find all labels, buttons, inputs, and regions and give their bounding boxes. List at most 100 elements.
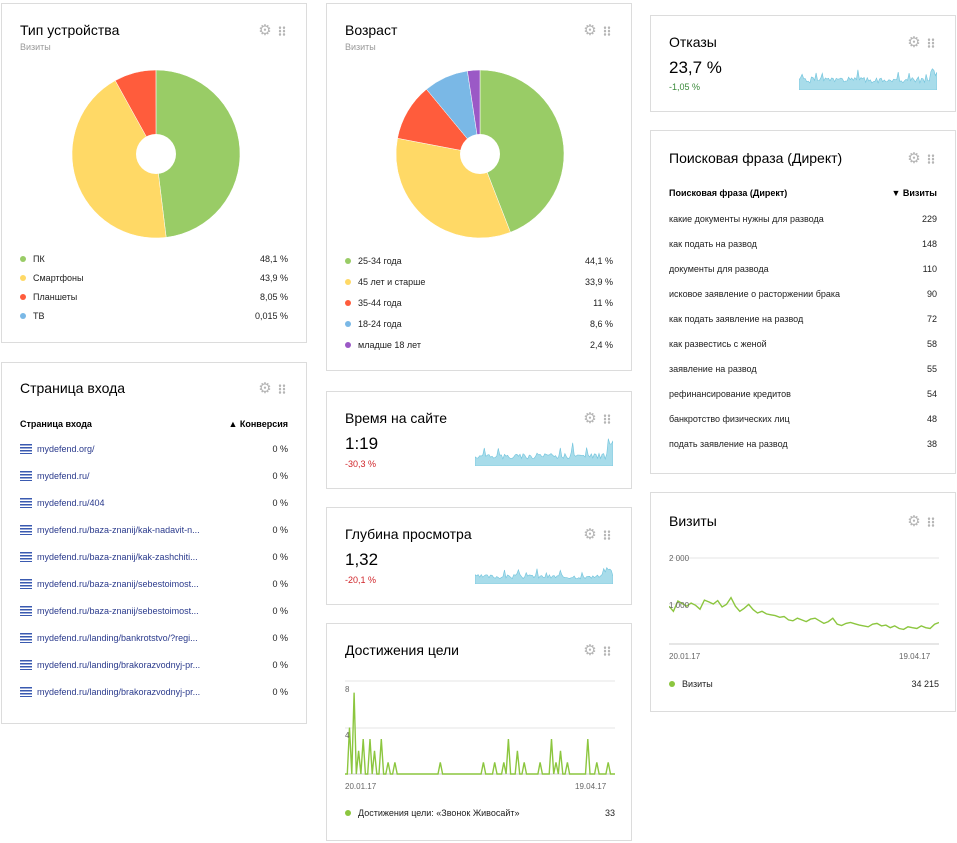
- goals-line-chart: [345, 680, 615, 775]
- settings-gear-icon[interactable]: ⚙: [907, 34, 921, 51]
- landing-page-link[interactable]: mydefend.ru/landing/brakorazvodnyj-pr...: [37, 660, 201, 670]
- phrase-col-visits[interactable]: ▼ Визиты: [891, 188, 937, 198]
- table-row[interactable]: банкротство физических лиц 48: [669, 414, 937, 424]
- bounce-widget: Отказы ⚙ 23,7 % -1,05 %: [650, 15, 956, 112]
- table-row[interactable]: документы для развода 110: [669, 264, 937, 274]
- phrase-visits: 54: [926, 389, 937, 399]
- goals-y-tick: 4: [345, 731, 350, 740]
- settings-gear-icon[interactable]: ⚙: [583, 410, 597, 427]
- legend-value: 2,4 %: [589, 340, 613, 350]
- conversion-value: 0 %: [272, 606, 288, 616]
- table-row[interactable]: как подать на развод 148: [669, 239, 937, 249]
- pie-slice[interactable]: [479, 69, 565, 233]
- legend-value: 11 %: [593, 298, 613, 308]
- drag-handle-icon[interactable]: [278, 26, 286, 36]
- table-row[interactable]: рефинансирование кредитов 54: [669, 389, 937, 399]
- settings-gear-icon[interactable]: ⚙: [907, 513, 921, 530]
- table-row[interactable]: подать заявление на развод 38: [669, 439, 937, 449]
- settings-gear-icon[interactable]: ⚙: [907, 150, 921, 167]
- legend-item[interactable]: ПК 48,1 %: [20, 254, 288, 264]
- legend-item[interactable]: Смартфоны 43,9 %: [20, 273, 288, 283]
- table-row[interactable]: какие документы нужны для развода 229: [669, 214, 937, 224]
- landing-page-link[interactable]: mydefend.ru/: [37, 471, 90, 481]
- page-list-icon: [20, 633, 32, 643]
- settings-gear-icon[interactable]: ⚙: [258, 22, 272, 39]
- drag-handle-icon[interactable]: [603, 646, 611, 656]
- settings-gear-icon[interactable]: ⚙: [583, 642, 597, 659]
- table-row[interactable]: заявление на развод 55: [669, 364, 937, 374]
- drag-handle-icon[interactable]: [603, 414, 611, 424]
- bounce-title: Отказы: [669, 34, 717, 50]
- settings-gear-icon[interactable]: ⚙: [583, 526, 597, 543]
- legend-value: 43,9 %: [259, 273, 288, 283]
- goals-widget: Достижения цели ⚙ 8 4 20.01.17 19.04.17 …: [326, 623, 632, 841]
- sparkline-area: [475, 566, 613, 584]
- pie-slice[interactable]: [71, 80, 167, 239]
- phrase-visits: 48: [926, 414, 937, 424]
- device-type-subtitle: Визиты: [20, 42, 51, 52]
- legend-item[interactable]: Планшеты 8,05 %: [20, 292, 288, 302]
- drag-handle-icon[interactable]: [927, 38, 935, 48]
- table-row: mydefend.ru/baza-znanij/kak-nadavit-n...…: [20, 525, 288, 535]
- legend-dot: [20, 294, 26, 300]
- landing-page-link[interactable]: mydefend.ru/baza-znanij/kak-zashchiti...: [37, 552, 198, 562]
- device-type-title: Тип устройства: [20, 22, 120, 38]
- legend-item[interactable]: 45 лет и старше 33,9 %: [345, 277, 613, 287]
- bounce-value: 23,7 %: [669, 58, 722, 77]
- page-list-icon: [20, 687, 32, 697]
- phrase-visits: 55: [926, 364, 937, 374]
- landing-page-link[interactable]: mydefend.org/: [37, 444, 95, 454]
- landing-page-link[interactable]: mydefend.ru/landing/brakorazvodnyj-pr...: [37, 687, 201, 697]
- goals-total: 33: [604, 808, 615, 818]
- conversion-value: 0 %: [272, 660, 288, 670]
- widget-controls: ⚙: [907, 150, 935, 167]
- legend-dot: [345, 279, 351, 285]
- landing-page-link[interactable]: mydefend.ru/baza-znanij/kak-nadavit-n...: [37, 525, 200, 535]
- legend-item[interactable]: младше 18 лет 2,4 %: [345, 340, 613, 350]
- time-on-site-title: Время на сайте: [345, 410, 448, 426]
- legend-label: 45 лет и старше: [358, 277, 426, 287]
- phrase-visits: 38: [926, 439, 937, 449]
- phrase-text: подать заявление на развод: [669, 439, 788, 449]
- visits-widget: Визиты ⚙ 2 000 1 000 20.01.17 19.04.17 В…: [650, 492, 956, 712]
- legend-item[interactable]: 25-34 года 44,1 %: [345, 256, 613, 266]
- drag-handle-icon[interactable]: [603, 26, 611, 36]
- table-row[interactable]: как подать заявление на развод 72: [669, 314, 937, 324]
- pie-slice[interactable]: [155, 69, 241, 238]
- landing-page-link[interactable]: mydefend.ru/baza-znanij/sebestoimost...: [37, 579, 199, 589]
- search-phrase-title: Поисковая фраза (Директ): [669, 150, 843, 166]
- legend-item[interactable]: ТВ 0,015 %: [20, 311, 288, 321]
- depth-delta: -20,1 %: [345, 575, 377, 585]
- phrase-col-phrase[interactable]: Поисковая фраза (Директ): [669, 188, 788, 198]
- drag-handle-icon[interactable]: [603, 530, 611, 540]
- landing-col-page[interactable]: Страница входа: [20, 419, 92, 429]
- settings-gear-icon[interactable]: ⚙: [583, 22, 597, 39]
- pie-slice[interactable]: [114, 69, 157, 155]
- landing-page-widget: Страница входа ⚙ Страница входа ▲ Конвер…: [1, 362, 307, 724]
- drag-handle-icon[interactable]: [927, 154, 935, 164]
- drag-handle-icon[interactable]: [927, 517, 935, 527]
- bounce-delta: -1,05 %: [669, 82, 701, 92]
- legend-item[interactable]: 35-44 года 11 %: [345, 298, 613, 308]
- legend-value: 8,05 %: [259, 292, 288, 302]
- search-phrase-widget: Поисковая фраза (Директ) ⚙ Поисковая фра…: [650, 130, 956, 474]
- page-list-icon: [20, 471, 32, 481]
- bounce-sparkline: [799, 68, 937, 90]
- legend-item[interactable]: 18-24 года 8,6 %: [345, 319, 613, 329]
- table-row[interactable]: как развестись с женой 58: [669, 339, 937, 349]
- landing-col-conversion[interactable]: ▲ Конверсия: [228, 419, 288, 429]
- landing-page-link[interactable]: mydefend.ru/404: [37, 498, 105, 508]
- pie-slice[interactable]: [467, 69, 481, 155]
- legend-value: 48,1 %: [259, 254, 288, 264]
- page-list-icon: [20, 552, 32, 562]
- depth-widget: Глубина просмотра ⚙ 1,32 -20,1 %: [326, 507, 632, 605]
- drag-handle-icon[interactable]: [278, 384, 286, 394]
- legend-dot: [20, 313, 26, 319]
- phrase-text: заявление на развод: [669, 364, 757, 374]
- phrase-visits: 58: [926, 339, 937, 349]
- settings-gear-icon[interactable]: ⚙: [258, 380, 272, 397]
- table-row[interactable]: исковое заявление о расторжении брака 90: [669, 289, 937, 299]
- landing-page-link[interactable]: mydefend.ru/landing/bankrotstvo/?regi...: [37, 633, 198, 643]
- phrase-text: как подать заявление на развод: [669, 314, 804, 324]
- landing-page-link[interactable]: mydefend.ru/baza-znanij/sebestoimost...: [37, 606, 199, 616]
